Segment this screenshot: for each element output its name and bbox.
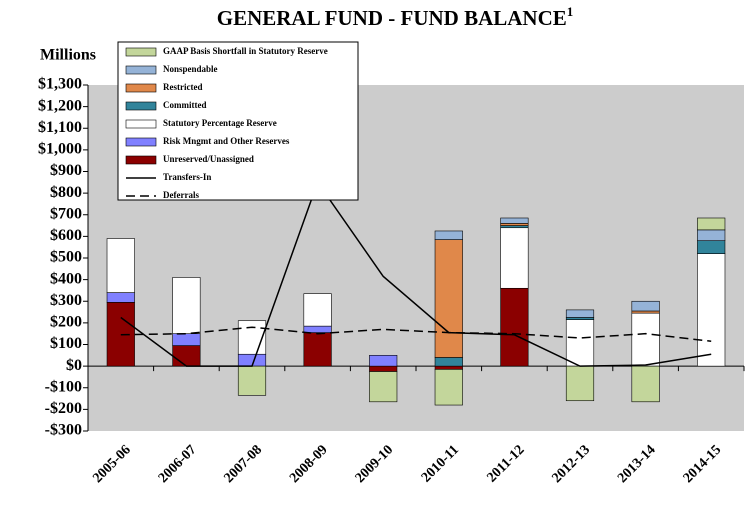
legend-swatch <box>125 119 157 129</box>
bar-segment <box>500 287 529 367</box>
bar-segment <box>697 217 726 231</box>
bar-segment <box>697 253 726 367</box>
title-text: GENERAL FUND - FUND BALANCE <box>217 6 567 30</box>
bar-segment <box>434 239 463 358</box>
y-tick-label: $0 <box>66 357 82 374</box>
legend-swatch <box>125 101 157 111</box>
bar-segment <box>631 300 660 312</box>
legend-swatch <box>125 155 157 165</box>
y-tick-label: $1,100 <box>38 119 82 136</box>
y-tick-label: $1,200 <box>38 97 82 114</box>
x-tick-label: 2014-15 <box>681 442 725 486</box>
bar-segment <box>697 240 726 254</box>
title-footnote: 1 <box>567 4 574 19</box>
bar-segment <box>697 229 726 241</box>
x-tick-label: 2008-09 <box>287 442 331 486</box>
bar-segment <box>369 365 398 372</box>
bar-segment <box>434 357 463 367</box>
x-tick-label: 2012-13 <box>549 442 593 486</box>
line-series <box>120 180 712 367</box>
legend-swatch <box>125 83 157 93</box>
bar-segment <box>172 277 201 334</box>
bar-segment <box>434 369 463 406</box>
legend-swatch <box>125 65 157 75</box>
legend-label: GAAP Basis Shortfall in Statutory Reserv… <box>163 46 328 56</box>
bar-segment <box>565 309 595 318</box>
legend-label: Committed <box>163 100 207 110</box>
line-series <box>120 326 712 343</box>
bar-segment <box>303 293 332 327</box>
y-tick-label: $800 <box>50 184 82 201</box>
bar-segment <box>500 227 529 289</box>
bar-segment <box>172 345 201 367</box>
bar-segment <box>237 365 267 396</box>
legend-swatch <box>125 47 157 57</box>
y-tick-label: $100 <box>50 335 82 352</box>
y-tick-label: $1,000 <box>38 141 82 158</box>
x-tick-label: 2009-10 <box>353 442 397 486</box>
legend-label: Transfers-In <box>163 172 211 182</box>
bar-segment <box>434 365 463 370</box>
y-tick-label: $500 <box>50 249 82 266</box>
y-tick-label: $200 <box>50 314 82 331</box>
x-tick-label: 2007-08 <box>221 442 265 486</box>
y-tick-label: $1,300 <box>38 76 82 93</box>
bar-segment <box>237 320 267 355</box>
y-tick-label: $400 <box>50 270 82 287</box>
legend-swatch <box>125 137 157 147</box>
y-tick-label: $600 <box>50 227 82 244</box>
y-axis-label: Millions <box>40 47 96 64</box>
x-tick-label: 2005-06 <box>90 442 134 486</box>
bar-segment <box>106 238 135 293</box>
bar-segment <box>303 325 332 333</box>
bar-segment <box>631 312 660 367</box>
bar-segment <box>631 365 660 403</box>
bar-segment <box>565 365 595 402</box>
legend-label: Restricted <box>163 82 202 92</box>
legend-box <box>117 41 359 201</box>
bar-segment <box>172 333 201 346</box>
x-tick-label: 2006-07 <box>156 442 200 486</box>
x-tick-label: 2013-14 <box>615 442 659 486</box>
legend-label: Deferrals <box>163 190 199 200</box>
x-tick-label: 2010-11 <box>419 442 462 485</box>
y-tick-label: -$300 <box>45 422 82 439</box>
legend: GAAP Basis Shortfall in Statutory Reserv… <box>117 41 359 201</box>
bar-segment <box>303 332 332 367</box>
bar-segment <box>369 355 398 367</box>
legend-label: Unreserved/Unassigned <box>163 154 254 164</box>
legend-label: Nonspendable <box>163 64 218 74</box>
bar-segment <box>434 230 463 240</box>
y-tick-label: $300 <box>50 292 82 309</box>
chart-title: GENERAL FUND - FUND BALANCE1 <box>217 4 574 30</box>
legend-label: Statutory Percentage Reserve <box>163 118 277 128</box>
bar-segment <box>106 292 135 303</box>
legend-label: Risk Mngmt and Other Reserves <box>163 136 290 146</box>
y-tick-label: $700 <box>50 205 82 222</box>
bar-segment <box>500 217 529 224</box>
bar-segment <box>369 371 398 403</box>
x-tick-label: 2011-12 <box>484 442 527 485</box>
bar-segment <box>631 310 660 314</box>
bar-segment <box>565 317 595 320</box>
y-tick-label: -$100 <box>45 378 82 395</box>
y-tick-label: -$200 <box>45 400 82 417</box>
y-tick-label: $900 <box>50 162 82 179</box>
bar-segment <box>565 319 595 367</box>
bar-segment <box>500 223 529 226</box>
bar-segment <box>500 225 529 229</box>
